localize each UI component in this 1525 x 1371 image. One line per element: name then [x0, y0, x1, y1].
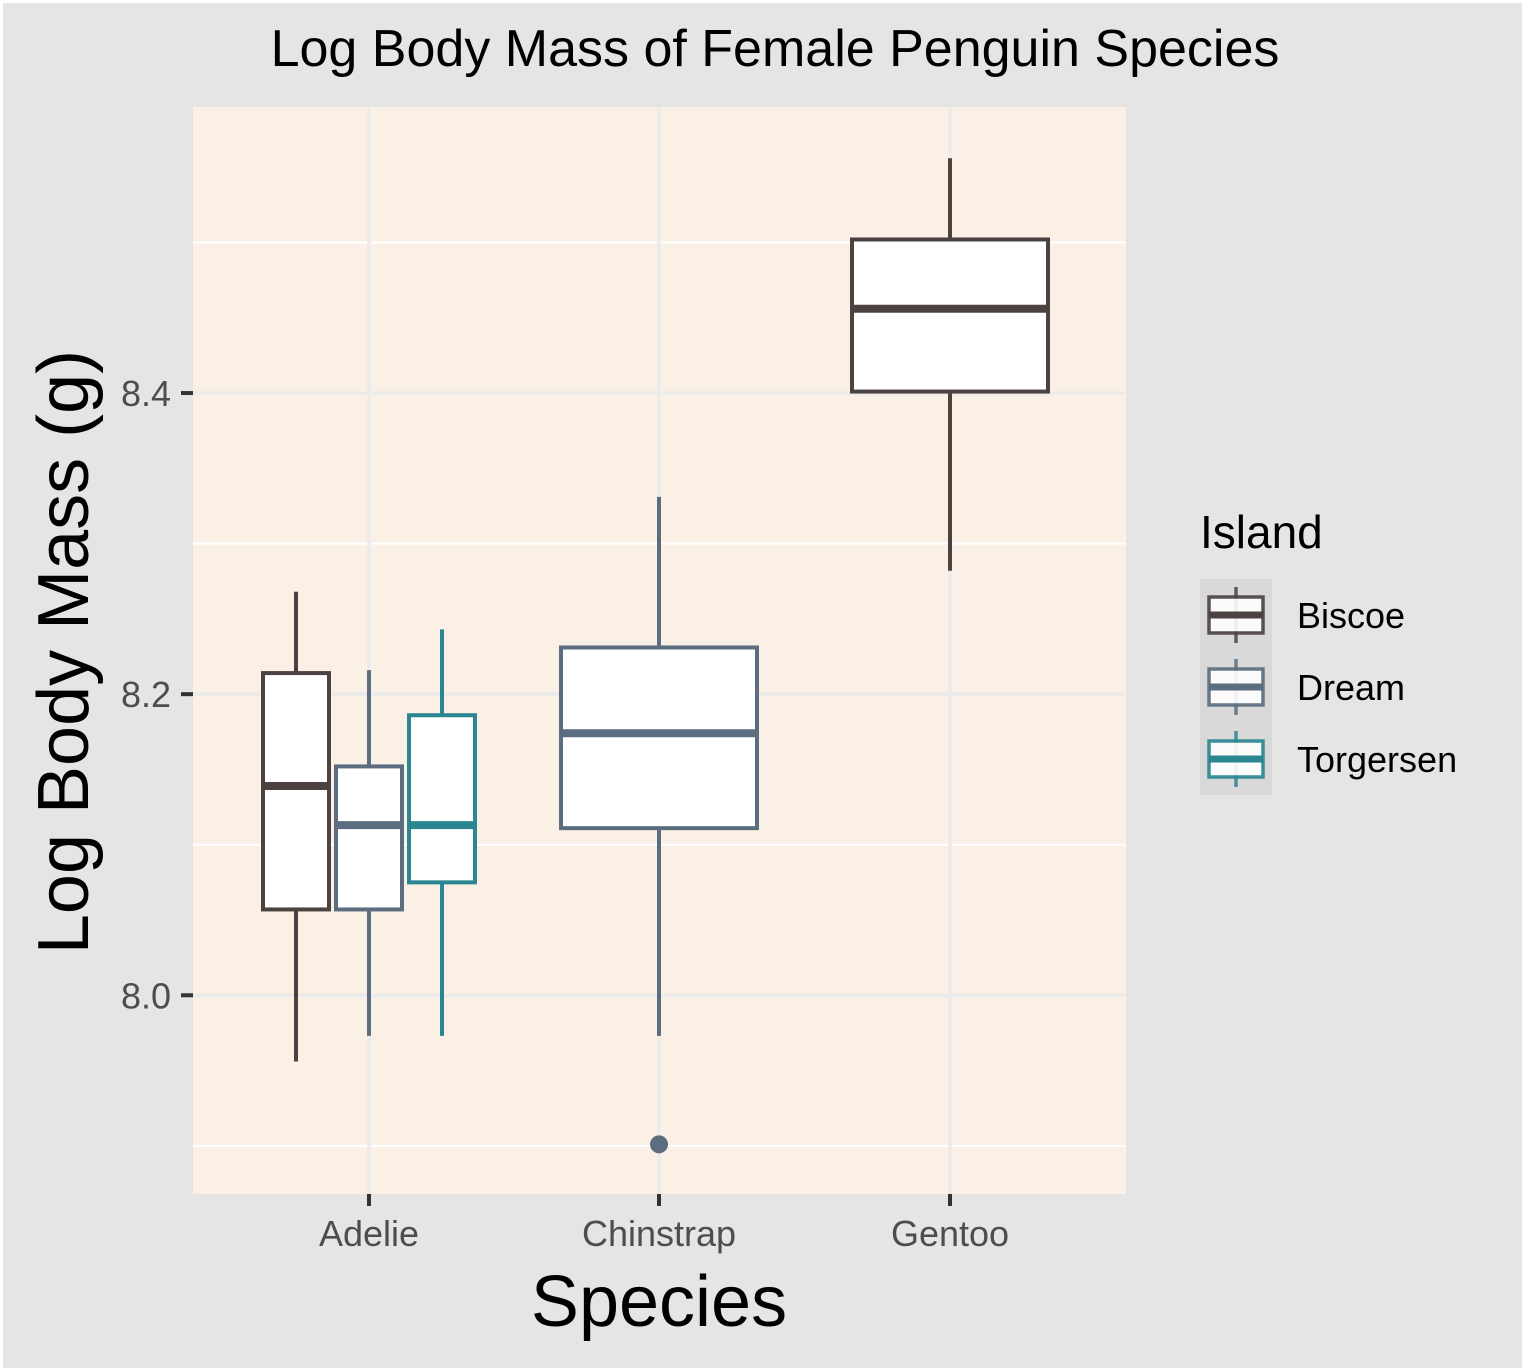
box-gentoo-biscoe — [850, 158, 1050, 571]
y-axis-title: Log Body Mass (g) — [24, 350, 104, 954]
legend-title: Island — [1200, 506, 1323, 558]
chart-title: Log Body Mass of Female Penguin Species — [271, 20, 1280, 78]
legend-label: Biscoe — [1297, 595, 1405, 636]
box-adelie-biscoe — [261, 591, 331, 1062]
box-iqr — [850, 237, 1050, 394]
legend-item-dream: Dream — [1207, 659, 1405, 715]
y-tick-label: 8.0 — [121, 975, 171, 1016]
legend-item-torgersen: Torgersen — [1207, 731, 1457, 787]
legend-label: Dream — [1297, 667, 1405, 708]
box-iqr — [261, 671, 331, 912]
box-adelie-torgersen — [407, 629, 477, 1036]
box-adelie-dream — [334, 670, 404, 1036]
outlier-point — [650, 1135, 668, 1154]
box-iqr — [334, 764, 404, 912]
box-chinstrap-dream — [559, 496, 759, 1154]
legend-label: Torgersen — [1297, 739, 1457, 780]
legend: Island Biscoe Dream Torgersen — [1200, 506, 1457, 795]
x-tick-label: Adelie — [319, 1213, 419, 1254]
y-tick-label: 8.2 — [121, 674, 171, 715]
legend-item-biscoe: Biscoe — [1207, 587, 1405, 643]
x-tick-label: Gentoo — [891, 1213, 1009, 1254]
box-iqr — [559, 645, 759, 831]
x-tick-label: Chinstrap — [582, 1213, 736, 1254]
x-axis-title: Species — [531, 1262, 787, 1342]
y-tick-label: 8.4 — [121, 373, 171, 414]
box-iqr — [407, 713, 477, 885]
